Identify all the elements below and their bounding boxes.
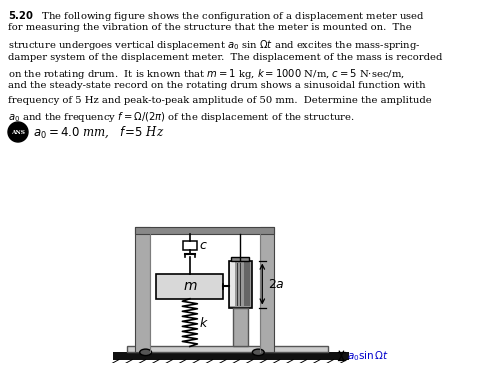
Text: structure undergoes vertical displacement $a_0$ sin $\Omega t$ and excites the m: structure undergoes vertical displacemen…: [8, 38, 421, 52]
Text: damper system of the displacement meter.  The displacement of the mass is record: damper system of the displacement meter.…: [8, 52, 443, 62]
Text: for measuring the vibration of the structure that the meter is mounted on.  The: for measuring the vibration of the struc…: [8, 23, 412, 33]
Text: $2a$: $2a$: [268, 277, 285, 291]
Bar: [114, 352, 350, 360]
Text: on the rotating drum.  It is known that $m=1$ kg, $k=1000$ N/m, $c=5$ N$\cdot$se: on the rotating drum. It is known that $…: [8, 67, 405, 81]
Circle shape: [252, 349, 264, 356]
Text: $c$: $c$: [199, 239, 208, 252]
Bar: [135, 227, 149, 352]
Text: frequency of 5 Hz and peak-to-peak amplitude of 50 mm.  Determine the amplitude: frequency of 5 Hz and peak-to-peak ampli…: [8, 96, 432, 105]
Text: $a_0$ and the frequency $f=\Omega/(2\pi)$ of the displacement of the structure.: $a_0$ and the frequency $f=\Omega/(2\pi)…: [8, 110, 355, 124]
Text: $a_0\sin\Omega t$: $a_0\sin\Omega t$: [347, 349, 389, 363]
Bar: [135, 227, 274, 234]
Bar: [260, 227, 274, 352]
Bar: [230, 262, 235, 306]
Bar: [156, 274, 223, 299]
Text: $k$: $k$: [199, 316, 209, 330]
Text: $\mathbf{5.20}$   The following figure shows the configuration of a displacement: $\mathbf{5.20}$ The following figure sho…: [8, 9, 425, 23]
Bar: [243, 262, 250, 306]
Bar: [229, 261, 251, 308]
Bar: [233, 308, 248, 346]
Text: ANS: ANS: [11, 130, 25, 134]
Bar: [231, 257, 249, 261]
Text: and the steady-state record on the rotating drum shows a sinusoidal function wit: and the steady-state record on the rotat…: [8, 81, 426, 91]
Text: $a_0=4.0$ mm,   $f\!=\!5$ Hz: $a_0=4.0$ mm, $f\!=\!5$ Hz: [33, 124, 164, 140]
Bar: [183, 241, 196, 250]
Bar: [127, 346, 328, 352]
Text: $m$: $m$: [182, 279, 197, 293]
Circle shape: [8, 122, 28, 142]
Circle shape: [140, 349, 151, 356]
